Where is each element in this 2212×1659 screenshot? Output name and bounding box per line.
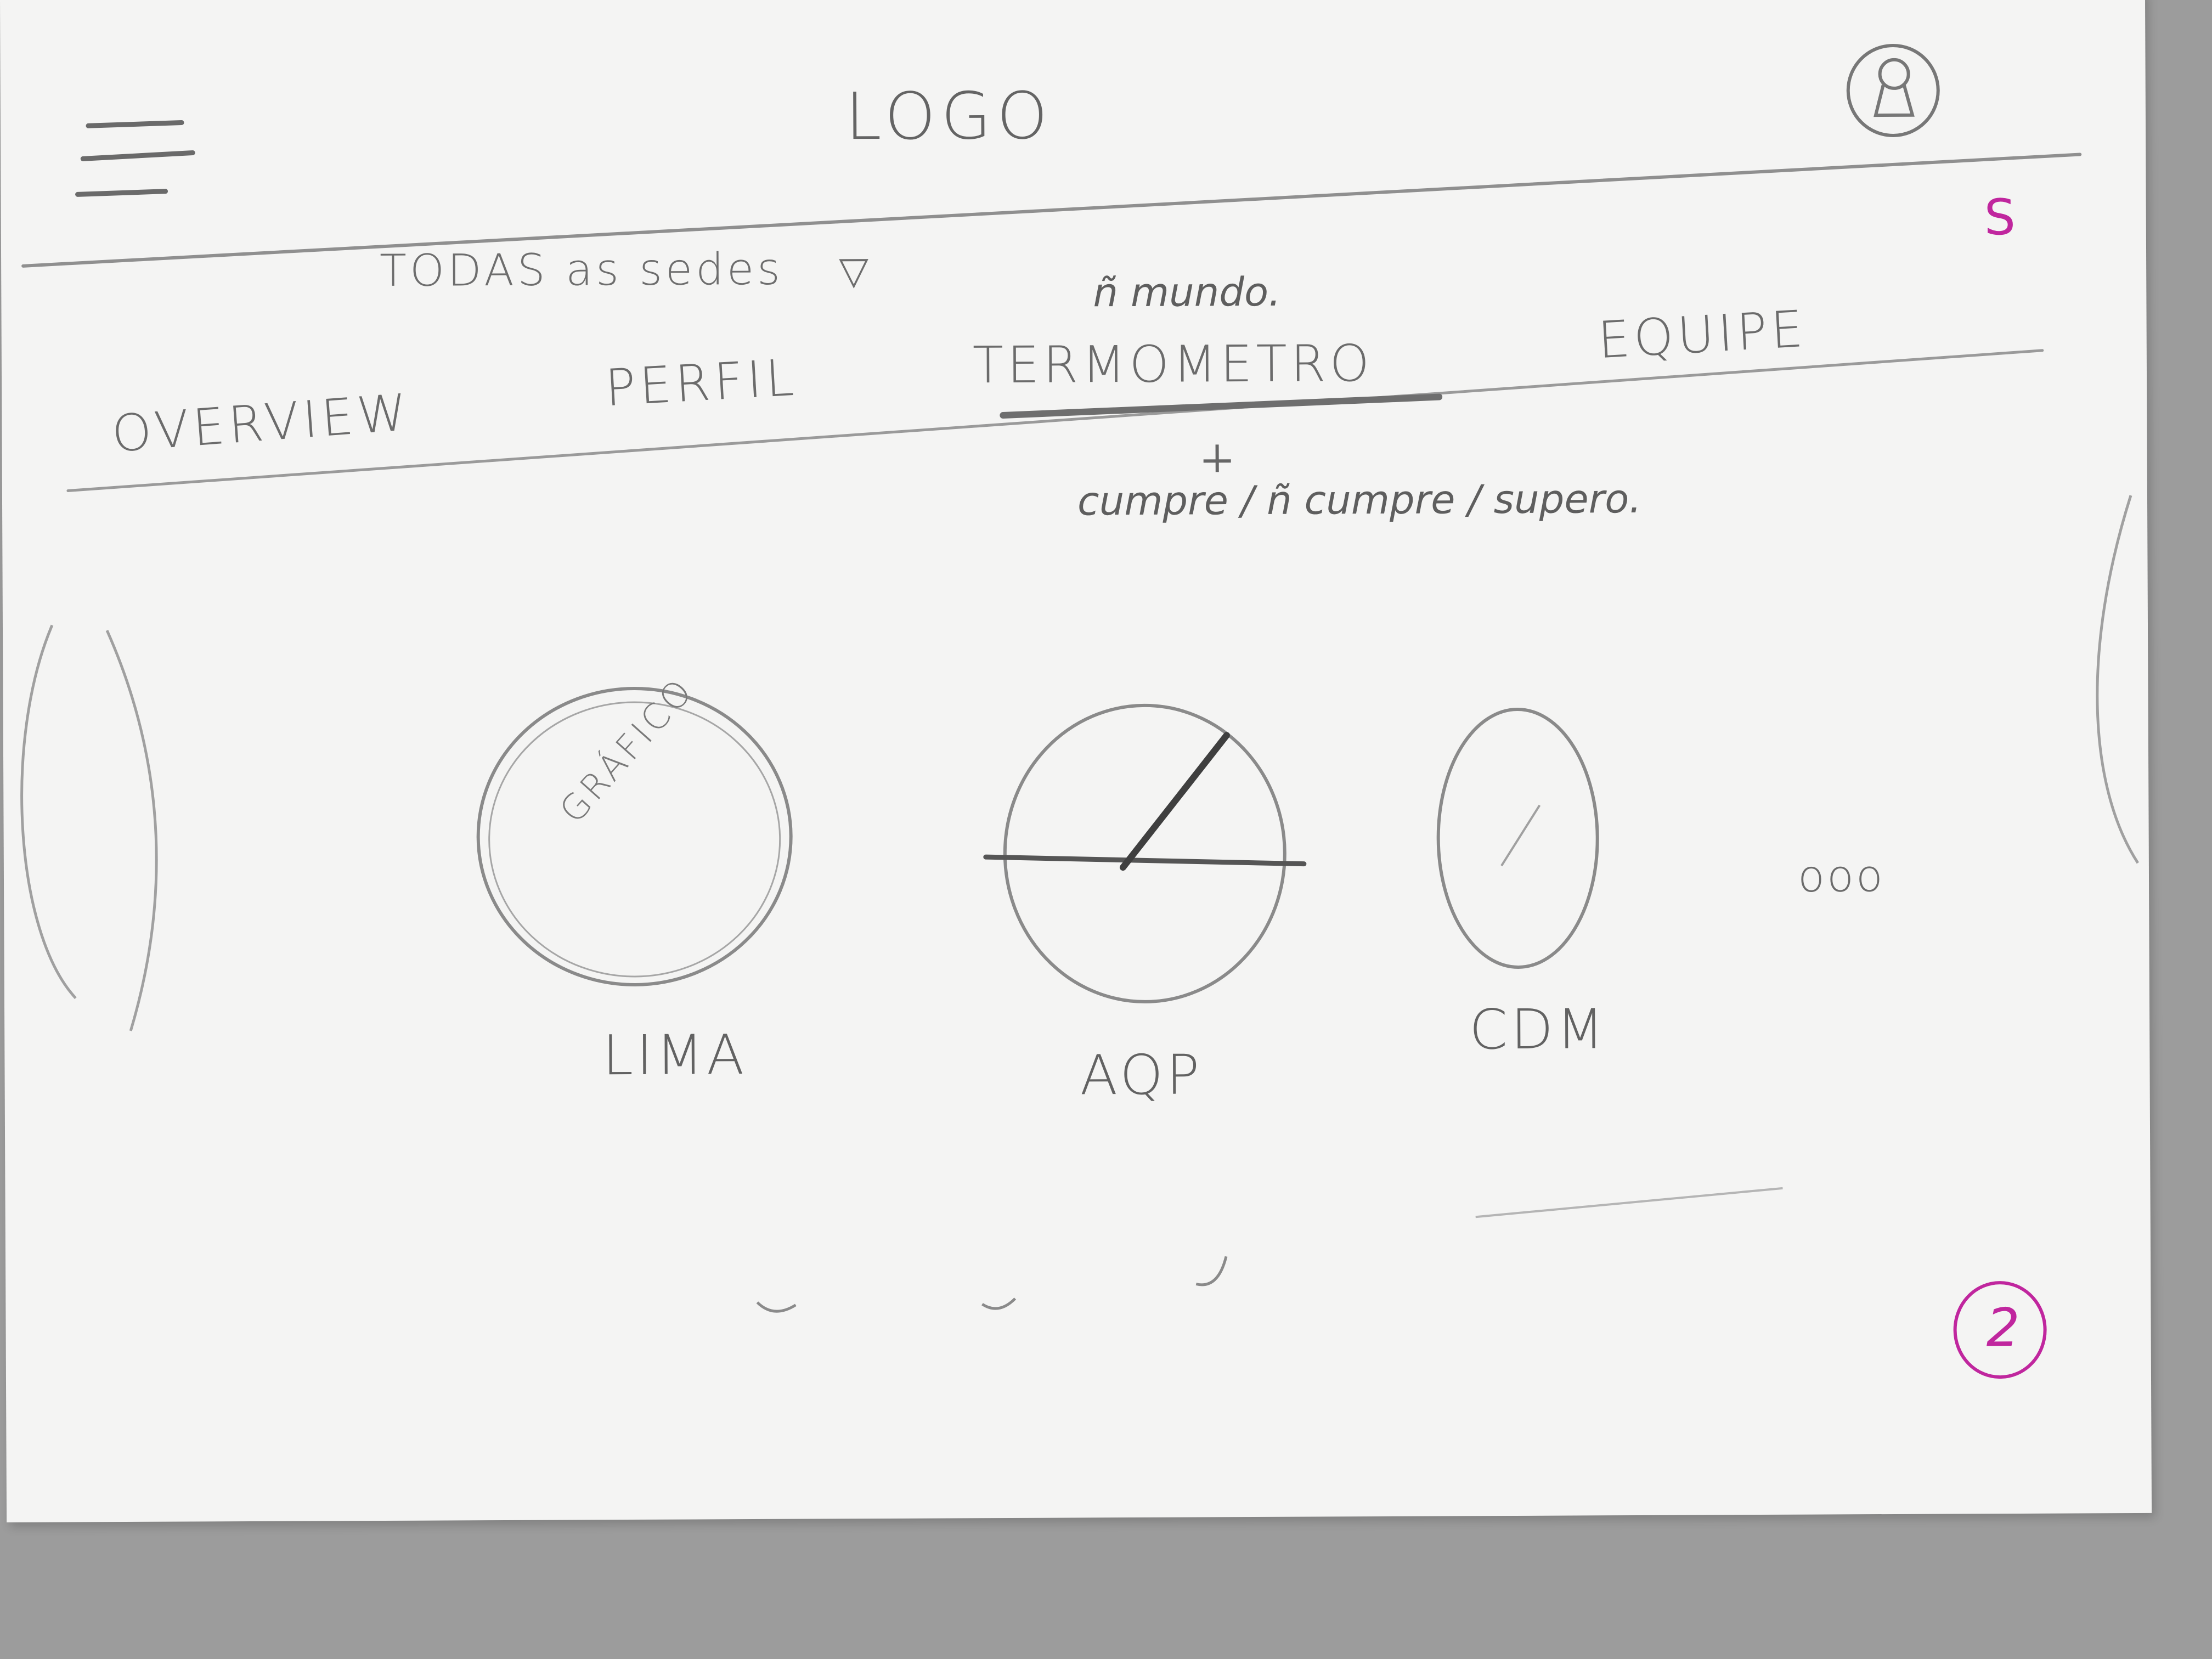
annotation-cumpre: cumpre / ñ cumpre / supero.	[1077, 475, 1642, 524]
gauge-cdm[interactable]	[1430, 701, 1606, 975]
annotation-mundo: ñ mundo.	[1093, 268, 1282, 316]
gauge-aqp[interactable]	[980, 702, 1321, 1011]
user-avatar-icon[interactable]	[1843, 41, 1943, 140]
chevron-down-icon: ▽	[839, 248, 872, 294]
page-number: 2	[1986, 1296, 2020, 1359]
gauge-cdm-label: CDM	[1469, 997, 1607, 1062]
gauge-aqp-label: AQP	[1080, 1042, 1203, 1108]
gauge-aqp-baseline	[983, 854, 1307, 867]
sede-dropdown-label: TODAS as sedes	[379, 243, 784, 296]
sketch-paper: LOGO TODAS as sedes ▽ ñ mundo. cumpre / …	[0, 0, 2152, 1522]
page-number-circle-icon	[1953, 1281, 2047, 1379]
sketch-lines	[21, 153, 2082, 1313]
corner-mark: S	[1984, 188, 2016, 247]
carousel-next-card[interactable]	[2081, 484, 2160, 869]
carousel-prev-card[interactable]	[14, 608, 163, 1037]
hamburger-menu-icon[interactable]	[72, 109, 204, 219]
gauge-lima[interactable]	[469, 682, 799, 991]
gauge-aqp-needle	[1119, 732, 1230, 871]
active-tab-underline	[1000, 393, 1443, 419]
tab-perfil[interactable]: PERFIL	[603, 348, 799, 418]
more-gauges-indicator[interactable]: ooo	[1797, 850, 1886, 902]
sede-dropdown[interactable]: TODAS as sedes ▽	[380, 243, 872, 296]
logo: LOGO	[845, 77, 1053, 155]
tab-bar-divider	[66, 349, 2044, 492]
header-divider	[21, 153, 2082, 268]
tab-termometro[interactable]: TERMOMETRO	[972, 334, 1374, 395]
tab-equipe[interactable]: EQUIPE	[1596, 299, 1809, 370]
gauge-lima-label: LIMA	[602, 1023, 748, 1088]
